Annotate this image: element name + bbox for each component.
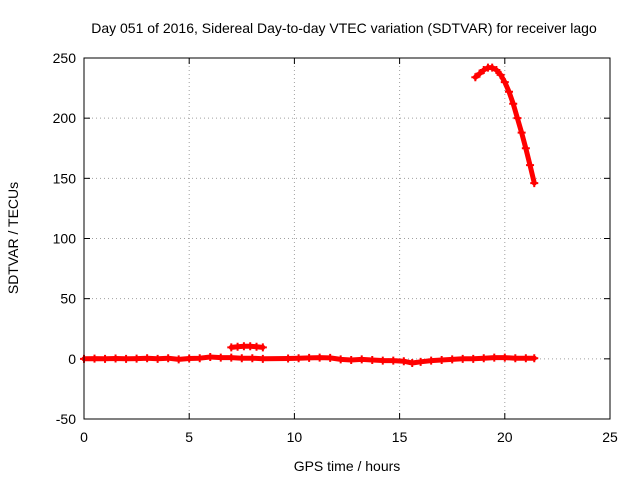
data-point [122,354,131,363]
data-point [448,355,457,364]
y-tick-label: 150 [53,170,77,186]
data-point [488,63,497,72]
data-point [132,354,141,363]
data-point [101,354,110,363]
data-point [530,179,539,188]
data-point [496,70,505,79]
data-point [326,353,335,362]
x-tick-label: 20 [497,429,513,445]
data-point [174,355,183,364]
data-point [475,69,484,78]
data-point [505,87,514,96]
data-point [521,144,530,153]
data-point [315,353,324,362]
data-point [500,353,509,362]
y-tick-label: 250 [53,50,77,66]
x-tick-label: 15 [392,429,408,445]
data-point [336,355,345,364]
x-tick-label: 10 [287,429,303,445]
data-point [258,343,267,352]
data-point [509,99,518,108]
grid-lines [84,58,610,419]
y-tick-label: -50 [56,411,76,427]
data-point [153,354,162,363]
data-point [471,73,480,82]
data-point [378,356,387,365]
data-point [90,354,99,363]
y-tick-label: 0 [68,351,76,367]
data-points [80,63,539,368]
data-point [511,354,520,363]
data-point [357,355,366,364]
y-tick-label: 50 [60,291,76,307]
data-point [479,66,488,75]
data-point [305,353,314,362]
data-point [227,353,236,362]
data-point [389,356,398,365]
data-point [111,354,120,363]
data-point [458,354,467,363]
data-point [513,114,522,123]
data-point [517,128,526,137]
axis-ticks [83,57,611,420]
data-point [258,354,267,363]
data-point [368,356,377,365]
data-point [399,357,408,366]
data-point [216,353,225,362]
data-point [427,356,436,365]
data-point [521,354,530,363]
data-point [347,356,356,365]
data-point [206,353,215,362]
data-point [294,354,303,363]
y-axis-label: SDTVAR / TECUs [5,182,21,294]
data-point [185,354,194,363]
data-point [164,354,173,363]
data-point [248,354,257,363]
y-tick-label: 200 [53,110,77,126]
data-point [284,354,293,363]
data-point [416,357,425,366]
x-axis-label: GPS time / hours [294,458,401,474]
y-tick-label: 100 [53,231,77,247]
data-point [490,353,499,362]
data-point [195,354,204,363]
data-point [437,356,446,365]
data-point [530,354,539,363]
data-point [500,78,509,87]
data-point [526,161,535,170]
data-point [479,354,488,363]
data-point [469,354,478,363]
x-tick-label: 5 [185,429,193,445]
chart-title: Day 051 of 2016, Sidereal Day-to-day VTE… [91,20,597,36]
data-point [237,354,246,363]
x-tick-label: 25 [602,429,618,445]
data-point [492,66,501,75]
plot-frame [83,57,611,420]
data-point [143,354,152,363]
data-point [408,359,417,368]
x-tick-label: 0 [80,429,88,445]
